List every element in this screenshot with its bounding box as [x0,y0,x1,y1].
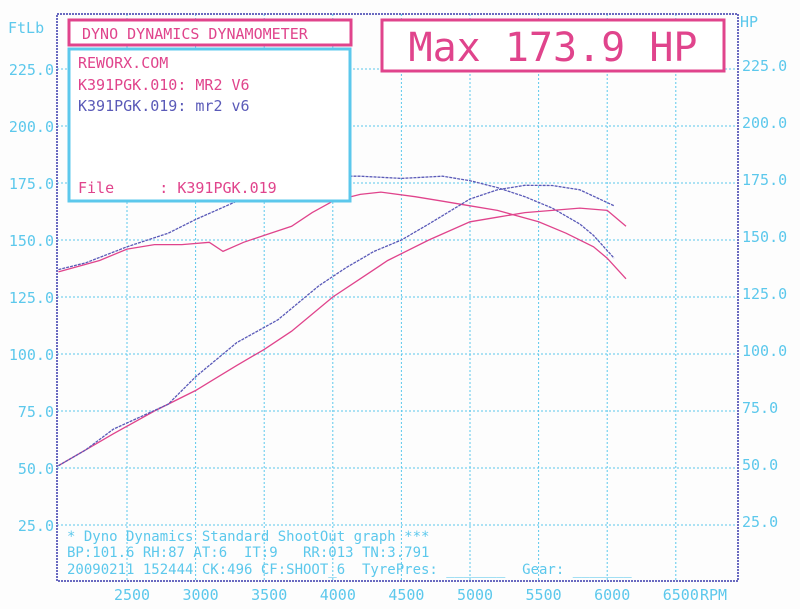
y-tick-label-left: 100.0 [9,346,54,364]
y-tick-label-left: 175.0 [9,175,54,193]
series-line-torque [58,191,627,280]
y-tick-label-right: 100.0 [742,342,787,360]
y-tick-label-right: 175.0 [742,171,787,189]
info-file: File : K391PGK.019 [78,179,277,197]
footer-line-3: 20090211 152444 CK:496 CF:SHOOT_6 TyrePr… [67,562,632,578]
x-tick-label: 6000 [594,586,630,604]
y-tick-label-right: 150.0 [742,228,787,246]
y-tick-label-left: 150.0 [9,232,54,250]
x-tick-label: 6500 [663,586,699,604]
title-box [67,18,353,47]
y-axis-label-right: HP [740,13,758,31]
x-tick-label: 3500 [251,586,287,604]
y-tick-label-left: 25.0 [18,517,54,535]
x-tick-label: 4000 [320,586,356,604]
x-tick-label: 2500 [114,586,150,604]
footer-line-2: BP:101.6 RH:87 AT:6 IT:9 RR:013 TN:3.791 [67,545,429,561]
y-tick-label-right: 25.0 [742,513,778,531]
y-tick-label-left: 225.0 [9,61,54,79]
y-tick-label-right: 50.0 [742,456,778,474]
series-lines [58,175,627,467]
plot-frame [56,13,739,582]
max-hp-label: Max 173.9 HP [409,25,698,71]
footer-line-1: * Dyno Dynamics Standard ShootOut graph … [67,529,429,545]
x-axis-label: RPM [700,586,727,604]
y-tick-label-right: 225.0 [742,57,787,75]
y-axis-label-left: FtLb [8,19,44,37]
x-tick-label: 4500 [388,586,424,604]
max-box [380,18,726,73]
x-tick-label: 5500 [526,586,562,604]
y-tick-label-right: 200.0 [742,114,787,132]
title-text: DYNO DYNAMICS DYNAMOMETER [82,25,309,43]
y-tick-label-left: 50.0 [18,460,54,478]
y-tick-label-left: 200.0 [9,118,54,136]
y-tick-label-right: 125.0 [742,285,787,303]
series-line-power [58,184,615,467]
y-ticks-left: 25.0 50.0 75.0 100.0 125.0 150.0 175.0 200.0 225… [9,61,54,535]
info-site: REWORX.COM [78,54,168,72]
x-tick-label: 5000 [457,586,493,604]
y-ticks-right: 25.0 50.0 75.0 100.0 125.0 150.0 175.0 200.0 225… [742,57,787,531]
y-tick-label-left: 75.0 [18,403,54,421]
info-run2: K391PGK.019: mr2 v6 [78,97,250,115]
x-tick-label: 3000 [183,586,219,604]
y-tick-label-right: 75.0 [742,399,778,417]
y-tick-label-left: 125.0 [9,289,54,307]
x-ticks: 2500 3000 3500 4000 4500 5000 5500 6000 6500 [114,586,699,604]
info-run1: K391PGK.010: MR2 V6 [78,76,250,94]
info-box [67,47,352,203]
